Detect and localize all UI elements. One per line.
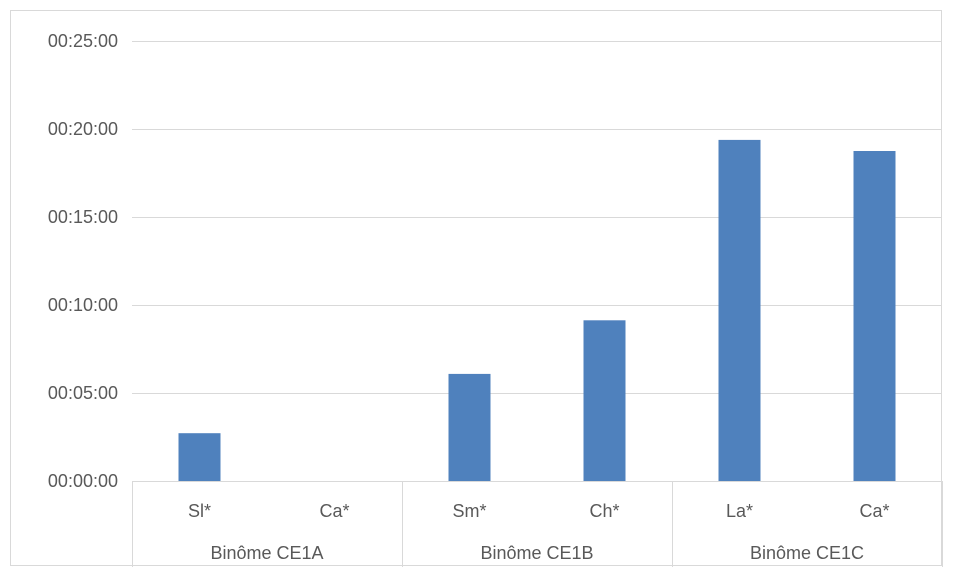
bar-6	[853, 151, 896, 481]
chart-frame: 00:00:00 00:05:00 00:10:00 00:15:00 00:20:00…	[10, 10, 943, 567]
x-tick-label: Ch*	[589, 501, 619, 521]
bar-3	[448, 373, 491, 481]
group-label: Binôme CE1C	[750, 543, 864, 563]
bar-5	[718, 139, 761, 481]
y-tick-label: 00:05:00	[48, 383, 118, 403]
group-labels: Binôme CE1A Binôme CE1B Binôme CE1C	[210, 543, 864, 563]
y-tick-label: 00:20:00	[48, 119, 118, 139]
x-tick-label: Ca*	[319, 501, 349, 521]
x-axis-tick-labels: Sl* Ca* Sm* Ch* La* Ca*	[188, 501, 890, 521]
x-tick-label: La*	[726, 501, 753, 521]
y-axis-tick-labels: 00:00:00 00:05:00 00:10:00 00:15:00 00:20:00…	[48, 31, 118, 491]
group-label: Binôme CE1A	[210, 543, 323, 563]
x-tick-label: Sm*	[452, 501, 486, 521]
y-tick-label: 00:10:00	[48, 295, 118, 315]
y-tick-label: 00:15:00	[48, 207, 118, 227]
bars	[178, 139, 896, 481]
gridlines	[132, 41, 942, 394]
x-tick-label: Ca*	[859, 501, 889, 521]
bar-1	[178, 433, 221, 481]
bar-4	[583, 320, 626, 481]
group-label: Binôme CE1B	[480, 543, 593, 563]
bar-chart: 00:00:00 00:05:00 00:10:00 00:15:00 00:20:00…	[48, 31, 943, 567]
y-tick-label: 00:25:00	[48, 31, 118, 51]
y-tick-label: 00:00:00	[48, 471, 118, 491]
x-tick-label: Sl*	[188, 501, 211, 521]
category-axis	[132, 481, 943, 567]
